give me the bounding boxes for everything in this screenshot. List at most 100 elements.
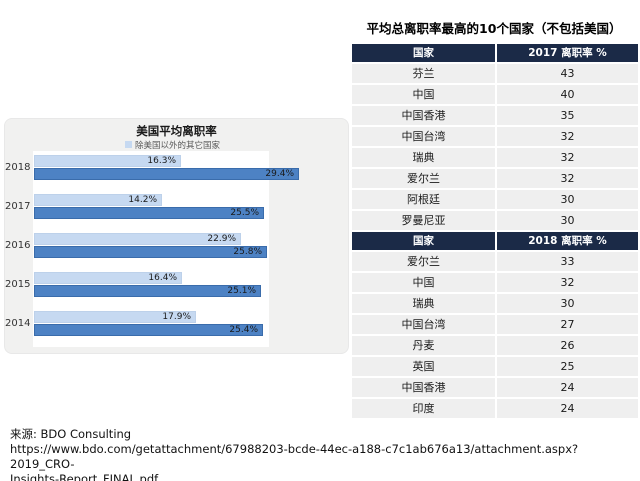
table-row: 阿根廷 30 (352, 190, 638, 209)
bar-value-label: 16.4% (148, 273, 177, 283)
source-url-line-1: https://www.bdo.com/getattachment/679882… (10, 442, 579, 471)
year-label: 2015 (5, 279, 31, 290)
table-row: 中国香港 35 (352, 106, 638, 125)
bar-pair: 22.9% 25.8% (34, 233, 267, 259)
bar-value-label: 22.9% (207, 234, 236, 244)
cell-country: 丹麦 (352, 336, 495, 355)
cell-country: 中国 (352, 273, 495, 292)
bar-us: 25.4% (34, 324, 263, 336)
table-row: 中国台湾 27 (352, 315, 638, 334)
bar-group: 2017 14.2% 25.5% (5, 194, 348, 233)
bar-value-label: 25.4% (229, 325, 258, 335)
table-row: 爱尔兰 33 (352, 252, 638, 271)
table-row: 罗曼尼亚 30 (352, 211, 638, 230)
cell-country: 中国香港 (352, 378, 495, 397)
cell-rate: 35 (497, 106, 638, 125)
cell-country: 阿根廷 (352, 190, 495, 209)
table-row: 爱尔兰 32 (352, 169, 638, 188)
cell-country: 芬兰 (352, 64, 495, 83)
table-header-rate: 2017 离职率 % (497, 44, 638, 62)
cell-country: 爱尔兰 (352, 252, 495, 271)
bar-group: 2018 16.3% 29.4% (5, 155, 348, 194)
legend-label: 除美国以外的其它国家 (135, 140, 221, 151)
cell-rate: 30 (497, 211, 638, 230)
table-row: 印度 24 (352, 399, 638, 418)
bar-group: 2016 22.9% 25.8% (5, 233, 348, 272)
cell-rate: 26 (497, 336, 638, 355)
bar-pair: 14.2% 25.5% (34, 194, 264, 220)
legend-swatch (125, 141, 132, 148)
bar-us: 29.4% (34, 168, 299, 180)
table-row: 中国香港 24 (352, 378, 638, 397)
cell-country: 印度 (352, 399, 495, 418)
table-row: 中国 32 (352, 273, 638, 292)
cell-rate: 32 (497, 148, 638, 167)
table-row: 中国台湾 32 (352, 127, 638, 146)
cell-rate: 30 (497, 190, 638, 209)
bar-other-countries: 16.3% (34, 155, 181, 167)
table-header-rate: 2018 离职率 % (497, 232, 638, 250)
table-row: 英国 25 (352, 357, 638, 376)
country-turnover-tables: 国家 2017 离职率 % 芬兰 43 中国 40 中国香港 35 中国台湾 32 瑞典 32 爱尔兰 3… (352, 44, 638, 420)
cell-rate: 24 (497, 399, 638, 418)
bar-pair: 16.3% 29.4% (34, 155, 299, 181)
bar-value-label: 14.2% (128, 195, 157, 205)
cell-rate: 32 (497, 273, 638, 292)
table-header-country: 国家 (352, 44, 495, 62)
table-header-country: 国家 (352, 232, 495, 250)
cell-rate: 30 (497, 294, 638, 313)
year-label: 2017 (5, 201, 31, 212)
cell-rate: 43 (497, 64, 638, 83)
cell-country: 罗曼尼亚 (352, 211, 495, 230)
year-label: 2018 (5, 162, 31, 173)
bar-value-label: 29.4% (265, 169, 294, 179)
cell-country: 中国台湾 (352, 127, 495, 146)
bar-value-label: 25.5% (230, 208, 259, 218)
cell-country: 爱尔兰 (352, 169, 495, 188)
us-turnover-chart: 美国平均离职率 除美国以外的其它国家美国 201816.3%29.4%20171… (4, 118, 349, 354)
cell-rate: 33 (497, 252, 638, 271)
bar-value-label: 25.1% (227, 286, 256, 296)
source-url-line-2: Insights-Report_FINAL.pdf (10, 472, 159, 481)
cell-country: 中国香港 (352, 106, 495, 125)
bar-other-countries: 17.9% (34, 311, 196, 323)
legend-item: 除美国以外的其它国家 (125, 139, 221, 151)
table-row: 瑞典 30 (352, 294, 638, 313)
bar-pair: 17.9% 25.4% (34, 311, 263, 337)
table-header-row: 国家 2017 离职率 % (352, 44, 638, 62)
cell-country: 中国 (352, 85, 495, 104)
cell-country: 中国台湾 (352, 315, 495, 334)
cell-rate: 24 (497, 378, 638, 397)
bar-us: 25.5% (34, 207, 264, 219)
cell-rate: 32 (497, 169, 638, 188)
bar-other-countries: 16.4% (34, 272, 182, 284)
bar-us: 25.1% (34, 285, 261, 297)
cell-rate: 25 (497, 357, 638, 376)
source-label: 来源: BDO Consulting (10, 427, 132, 441)
cell-country: 英国 (352, 357, 495, 376)
table-row: 瑞典 32 (352, 148, 638, 167)
table-row: 中国 40 (352, 85, 638, 104)
bar-us: 25.8% (34, 246, 267, 258)
bar-other-countries: 14.2% (34, 194, 162, 206)
table-row: 丹麦 26 (352, 336, 638, 355)
cell-country: 瑞典 (352, 148, 495, 167)
cell-rate: 27 (497, 315, 638, 334)
year-label: 2016 (5, 240, 31, 251)
bar-value-label: 16.3% (147, 156, 176, 166)
bar-group: 2015 16.4% 25.1% (5, 272, 348, 311)
bar-value-label: 25.8% (233, 247, 262, 257)
source-footer: 来源: BDO Consulting https://www.bdo.com/g… (10, 427, 630, 481)
cell-rate: 32 (497, 127, 638, 146)
cell-country: 瑞典 (352, 294, 495, 313)
bar-group: 2014 17.9% 25.4% (5, 311, 348, 350)
bar-value-label: 17.9% (162, 312, 191, 322)
table-header-row: 国家 2018 离职率 % (352, 232, 638, 250)
bar-pair: 16.4% 25.1% (34, 272, 261, 298)
year-label: 2014 (5, 318, 31, 329)
cell-rate: 40 (497, 85, 638, 104)
table-row: 芬兰 43 (352, 64, 638, 83)
chart-title: 美国平均离职率 (136, 124, 217, 138)
bar-other-countries: 22.9% (34, 233, 241, 245)
